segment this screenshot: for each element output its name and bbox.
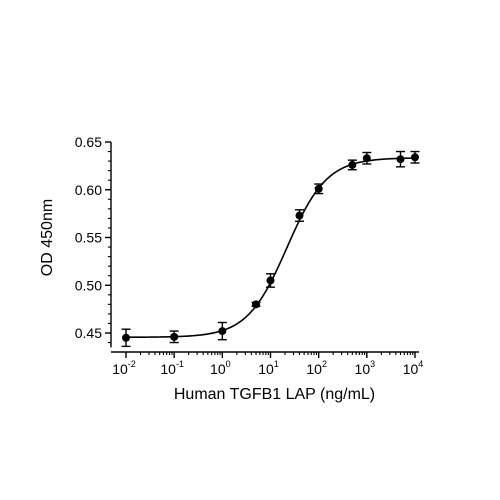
x-tick-base: 10	[403, 361, 419, 377]
x-tick-exponent: 4	[418, 359, 423, 369]
data-point-group	[396, 150, 406, 168]
x-tick-base: 10	[355, 361, 371, 377]
x-tick-label: 104	[403, 359, 424, 377]
x-tick-base: 10	[258, 361, 274, 377]
data-point	[362, 154, 371, 163]
data-point-group	[217, 321, 227, 341]
data-point	[170, 332, 179, 341]
data-points-layer	[121, 150, 420, 348]
fit-curve	[126, 157, 416, 339]
data-point-group	[121, 328, 131, 348]
data-point	[295, 211, 304, 220]
x-tick-exponent: -1	[176, 359, 184, 369]
x-tick-label: 10-2	[112, 359, 136, 377]
x-tick-exponent: 3	[370, 359, 375, 369]
data-point-group	[169, 330, 179, 344]
data-point-group	[251, 300, 261, 309]
data-point-group	[314, 183, 324, 195]
x-tick-label: 101	[258, 359, 279, 377]
data-point	[266, 276, 275, 285]
x-tick-base: 10	[210, 361, 226, 377]
y-tick-label: 0.55	[75, 230, 102, 246]
x-tick-exponent: 2	[322, 359, 327, 369]
x-tick-label: 10-1	[160, 359, 184, 377]
data-point	[218, 327, 227, 336]
x-tick-base: 10	[306, 361, 322, 377]
x-tick-label: 100	[210, 359, 231, 377]
y-tick-label: 0.60	[75, 182, 102, 198]
data-point-group	[266, 273, 275, 288]
x-tick-base: 10	[112, 361, 128, 377]
x-tick-label: 103	[355, 359, 376, 377]
x-tick-exponent: 0	[226, 359, 231, 369]
data-point	[396, 155, 405, 164]
data-point-group	[410, 150, 420, 164]
data-point-group	[347, 159, 357, 171]
data-point	[252, 300, 261, 309]
x-axis-title: Human TGFB1 LAP (ng/mL)	[174, 386, 375, 403]
y-tick-label: 0.65	[75, 134, 102, 150]
x-tick-exponent: -2	[128, 359, 136, 369]
y-tick-label: 0.45	[75, 325, 102, 341]
fit-curve-layer	[126, 157, 416, 339]
data-point	[348, 160, 357, 169]
x-tick-exponent: 1	[274, 359, 279, 369]
y-tick-label: 0.50	[75, 277, 102, 293]
data-point	[411, 153, 419, 162]
y-axis-title: OD 450nm	[39, 199, 56, 276]
data-point	[122, 333, 130, 342]
data-point-group	[362, 151, 372, 165]
data-point	[314, 184, 323, 193]
x-tick-label: 102	[306, 359, 327, 377]
x-tick-base: 10	[160, 361, 176, 377]
data-point-group	[294, 209, 304, 222]
